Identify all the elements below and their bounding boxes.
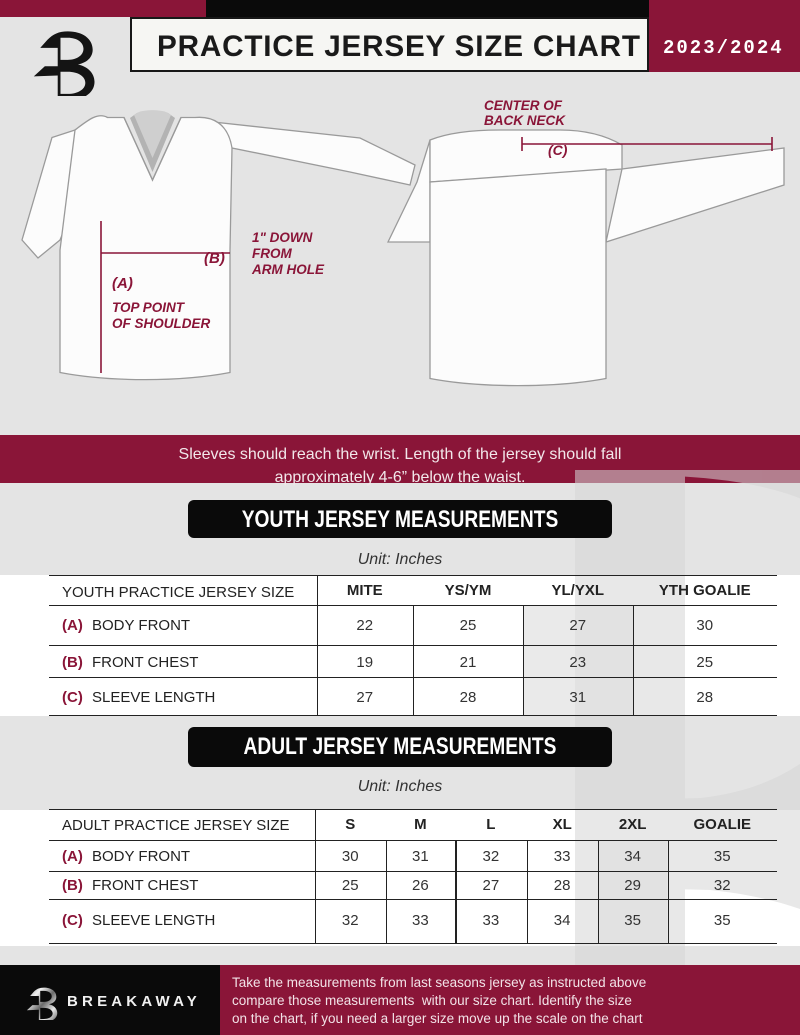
svg-text:BACK NECK: BACK NECK: [484, 113, 566, 128]
svg-text:(A): (A): [112, 275, 133, 292]
svg-text:(B): (B): [204, 250, 225, 267]
svg-text:CENTER OF: CENTER OF: [484, 98, 563, 113]
svg-text:ARM HOLE: ARM HOLE: [251, 262, 325, 277]
svg-text:(C): (C): [548, 142, 568, 158]
svg-text:FROM: FROM: [252, 246, 292, 261]
svg-text:OF SHOULDER: OF SHOULDER: [112, 316, 211, 331]
svg-text:TOP POINT: TOP POINT: [112, 300, 186, 315]
svg-text:1" DOWN: 1" DOWN: [252, 230, 313, 245]
